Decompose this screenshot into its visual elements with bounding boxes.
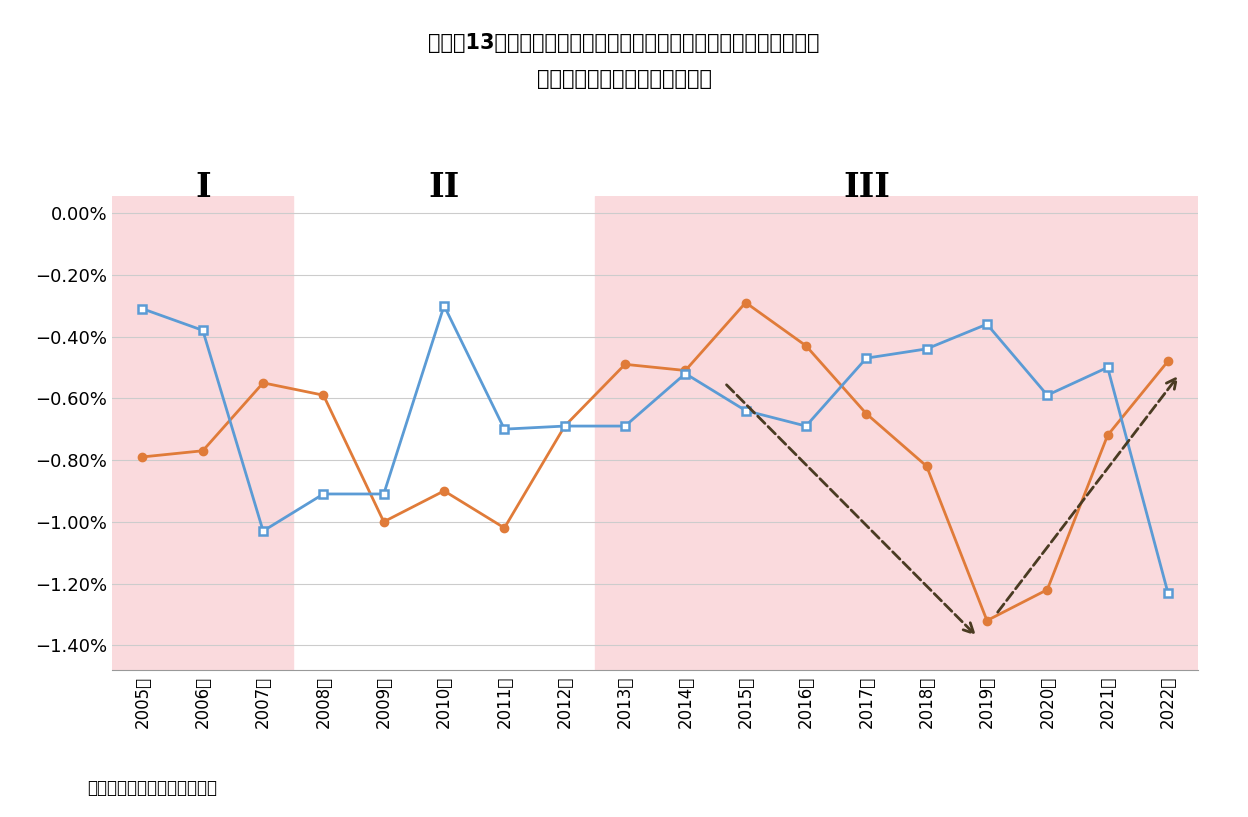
Text: （１分増加あたりの価格変化）: （１分増加あたりの価格変化） [537,69,711,89]
Bar [595,196,1198,670]
Text: I: I [195,172,211,204]
Text: III: III [842,172,890,204]
Text: （出所）ニッセイ基礎研究所: （出所）ニッセイ基礎研究所 [87,779,217,797]
Bar [112,196,293,670]
Text: 図表－13「最寄り駅から都市の中心部までの所用時間」の回帰係数: 図表－13「最寄り駅から都市の中心部までの所用時間」の回帰係数 [428,33,820,52]
Text: II: II [428,172,459,204]
